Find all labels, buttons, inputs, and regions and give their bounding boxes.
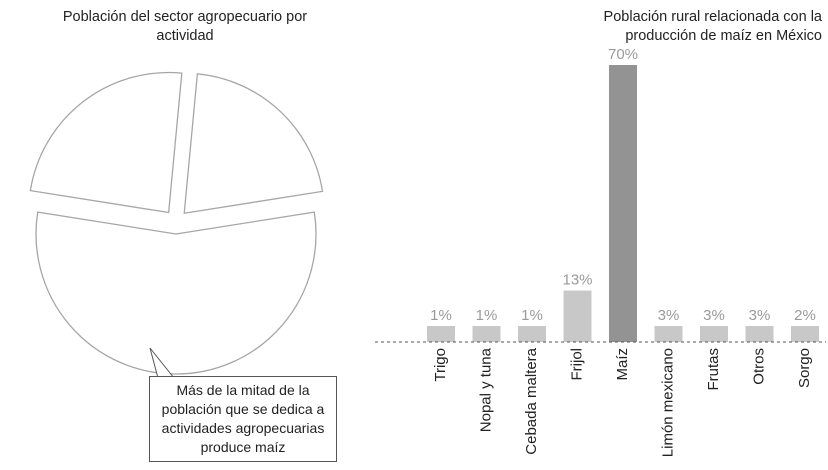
bar-title: Población rural relacionada con la produ… xyxy=(603,9,822,44)
x-tick-label: Frijol xyxy=(568,348,585,381)
bar-value-label: 3% xyxy=(658,307,680,324)
pie-slice xyxy=(183,73,324,215)
bar-value-label: 3% xyxy=(749,307,771,324)
bar xyxy=(700,326,728,342)
pie-slice xyxy=(29,71,183,214)
bar-value-label: 1% xyxy=(521,307,543,324)
bar xyxy=(518,326,546,342)
bar xyxy=(745,326,774,342)
x-tick-label: Otros xyxy=(750,348,767,385)
annotation: Más de la mitad de la población que se d… xyxy=(149,376,337,462)
x-tick-label: Frutas xyxy=(705,348,722,391)
x-tick-label: Maíz xyxy=(614,348,631,381)
bar-value-label: 70% xyxy=(608,46,638,63)
bar xyxy=(654,326,683,342)
bar xyxy=(609,65,637,342)
x-tick-label: Sorgo xyxy=(796,348,813,388)
bar xyxy=(563,290,592,342)
x-tick-label: Trigo xyxy=(432,348,449,382)
bar-value-label: 13% xyxy=(562,272,592,289)
pie-title: Población del sector agropecuario por ac… xyxy=(62,9,308,44)
x-tick-label: Limón mexicano xyxy=(659,348,676,457)
bar xyxy=(791,326,819,342)
bar-value-label: 1% xyxy=(476,307,498,324)
bar-value-label: 3% xyxy=(703,307,725,324)
pie-slice xyxy=(35,211,317,375)
bar xyxy=(472,326,501,342)
x-tick-label: Cebada maltera xyxy=(523,347,540,454)
bar-value-label: 2% xyxy=(794,307,816,324)
bar xyxy=(427,326,455,342)
bar-value-label: 1% xyxy=(430,307,452,324)
x-tick-label: Nopal y tuna xyxy=(477,347,494,432)
